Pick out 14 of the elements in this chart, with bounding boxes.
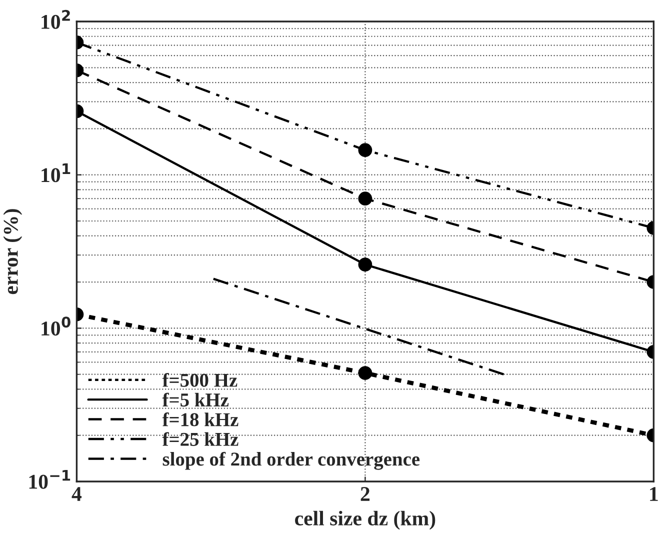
legend-label: f=500 Hz [162,372,238,387]
legend-label: f=25 kHz [162,432,238,446]
legend-label: f=5 kHz [162,392,229,407]
x-tick-label: 4 [72,487,82,501]
x-axis-title: cell size dz (km) [295,510,436,530]
x-tick-label: 2 [360,487,370,501]
x-tick-label: 1 [650,487,658,501]
y-tick-label: 10$^{0}$ [42,316,70,336]
y-tick-label: 10$^{1}$ [42,163,70,182]
y-axis-title: error (%) [3,209,22,294]
legend-label: slope of 2nd order convergence [162,452,420,470]
legend-label: f=18 kHz [162,412,238,426]
y-tick-label: 10$^{−1}$ [29,470,70,489]
y-tick-label: 10$^{2}$ [42,10,70,29]
